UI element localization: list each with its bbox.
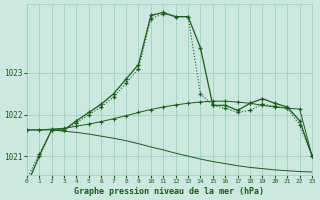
X-axis label: Graphe pression niveau de la mer (hPa): Graphe pression niveau de la mer (hPa): [75, 187, 264, 196]
